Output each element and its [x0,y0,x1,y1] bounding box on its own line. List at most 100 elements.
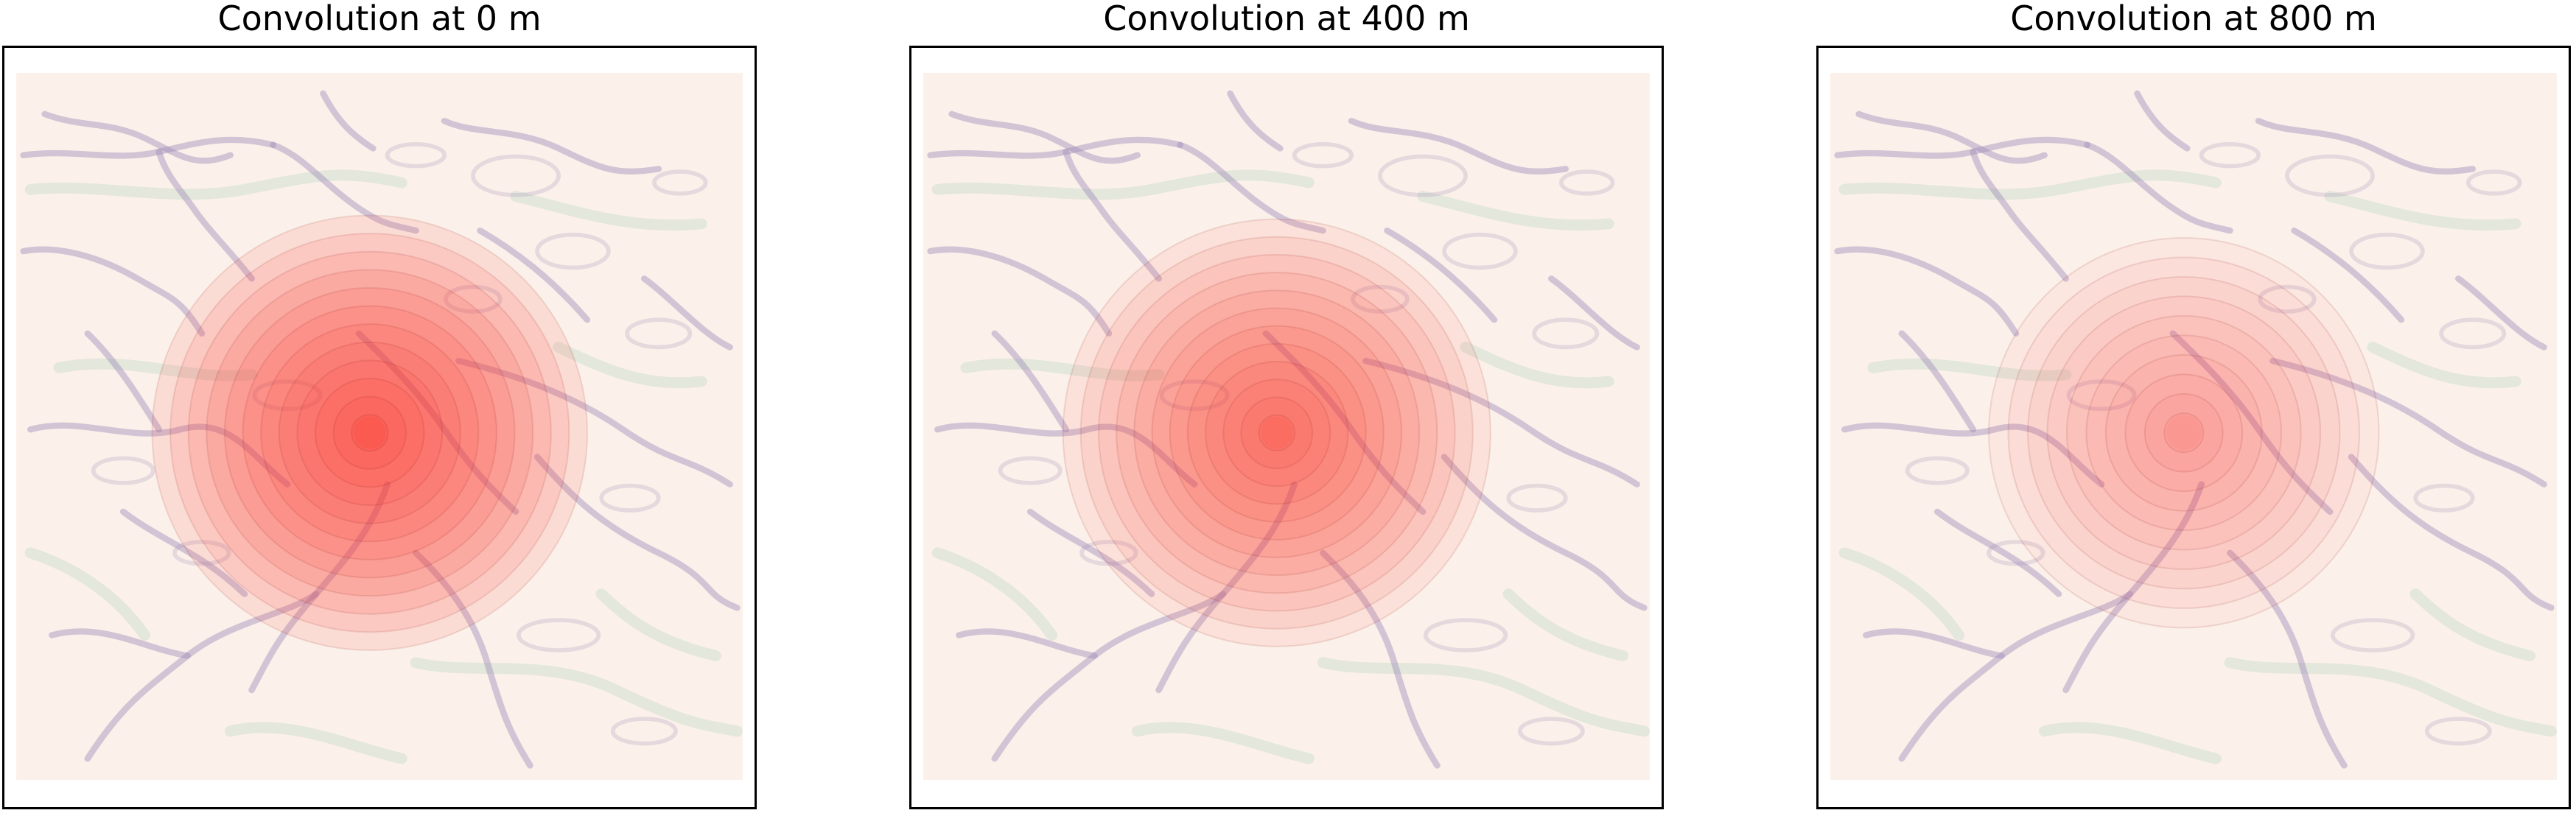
terrain-channel [2084,141,2233,234]
terrain-ridge [2199,142,2261,169]
terrain-channel [477,227,591,323]
panel-2-plot [911,48,1662,807]
terrain-valley [931,547,1058,641]
convolution-ring [1205,361,1349,505]
terrain-ridge [599,483,661,513]
terrain-ridge [1423,618,1508,652]
terrain-ridge [2465,169,2522,196]
terrain-base [1830,73,2557,780]
terrain-ridge [2413,483,2475,513]
terrain-channel [1834,136,2091,159]
convolution-ring [351,414,389,452]
convolution-ring [1097,253,1456,612]
terrain-valley [960,358,1165,381]
convolution-ring [1169,325,1385,541]
terrain-ridge [1558,169,1615,196]
convolution-ring [2143,393,2224,473]
terrain-features [20,90,743,769]
terrain-features [927,90,1651,769]
terrain-channel [934,422,1198,488]
terrain-channel [991,330,1070,433]
terrain-channel [84,330,163,433]
convolution-ring [314,377,425,488]
terrain-channel [1320,549,1441,769]
terrain-ridge [1987,540,2045,566]
convolution-center [2166,415,2202,451]
convolution-ring [2027,276,2341,590]
convolution-ring [1116,272,1438,594]
terrain-ridge [998,456,1063,485]
terrain-channel [41,110,234,164]
terrain-ridge [1377,154,1469,197]
convolution-ring [1151,307,1402,558]
terrain-channel [533,454,741,611]
convolution-ring [332,395,407,470]
panel-3-title: Convolution at 800 m [2010,0,2377,38]
panel-3-plot [1819,48,2569,807]
convolution-ring [1258,414,1295,451]
terrain-channel [1262,330,1427,515]
terrain-ridge [651,169,708,196]
terrain-ridge [2349,232,2425,270]
terrain-ridge [1159,379,1230,412]
terrain-channel [991,591,1227,762]
convolution-ring [169,233,570,633]
terrain-channel [155,148,255,282]
convolution-ring [151,214,588,651]
convolution-ring [223,286,516,579]
terrain-channel [1348,117,1569,175]
terrain-valley [2224,657,2558,737]
terrain-valley [931,169,1315,200]
terrain-valley [2367,342,2521,389]
terrain-channel [20,246,206,337]
terrain-channel [2348,454,2555,611]
terrain-ridge [2066,379,2137,412]
terrain-valley [1838,169,2222,200]
terrain-channel [1841,422,2105,488]
panel-2-axes [909,46,1664,809]
terrain-channel [927,136,1184,159]
terrain-ridge [385,142,447,169]
terrain-channel [1063,148,1162,282]
convolution-ring [1222,379,1331,488]
terrain-ridge [1351,284,1410,314]
terrain-valley [24,547,151,641]
terrain-channel [1898,330,1977,433]
terrain-valley [1502,588,1628,661]
terrain-channel [84,591,320,762]
terrain-channel [441,117,662,175]
terrain-ridge [1442,232,1518,270]
terrain-channel [1547,275,1640,351]
terrain-ridge [172,540,231,566]
convolution-ring [2046,295,2322,571]
convolution-ring [296,359,444,507]
terrain-channel [248,481,391,694]
terrain-valley [1131,722,1315,764]
terrain-valley [510,191,707,231]
terrain-ridge [470,154,561,197]
convolution-ring [2085,334,2283,532]
terrain-channel [640,275,733,351]
convolution-ring [2007,256,2360,609]
terrain-ridge [2424,717,2492,746]
terrain-channel [1970,148,2069,282]
terrain-channel [320,90,377,152]
terrain-channel [2169,330,2334,515]
terrain-channel [2454,275,2547,351]
terrain-valley [2409,588,2535,661]
terrain-channel [2291,227,2405,323]
terrain-ridge [1532,317,1600,350]
terrain-channel [1863,628,2005,659]
terrain-channel [948,110,1141,164]
terrain-channel [2134,90,2191,152]
terrain-ridge [2284,154,2376,197]
terrain-channel [956,628,1098,659]
terrain-valley [1417,191,1614,231]
panel-1-axes [2,46,757,809]
terrain-valley [53,358,258,381]
terrain-valley [1460,342,1614,389]
terrain-ridge [2439,317,2507,350]
terrain-ridge [2330,618,2415,652]
terrain-channel [27,422,291,488]
